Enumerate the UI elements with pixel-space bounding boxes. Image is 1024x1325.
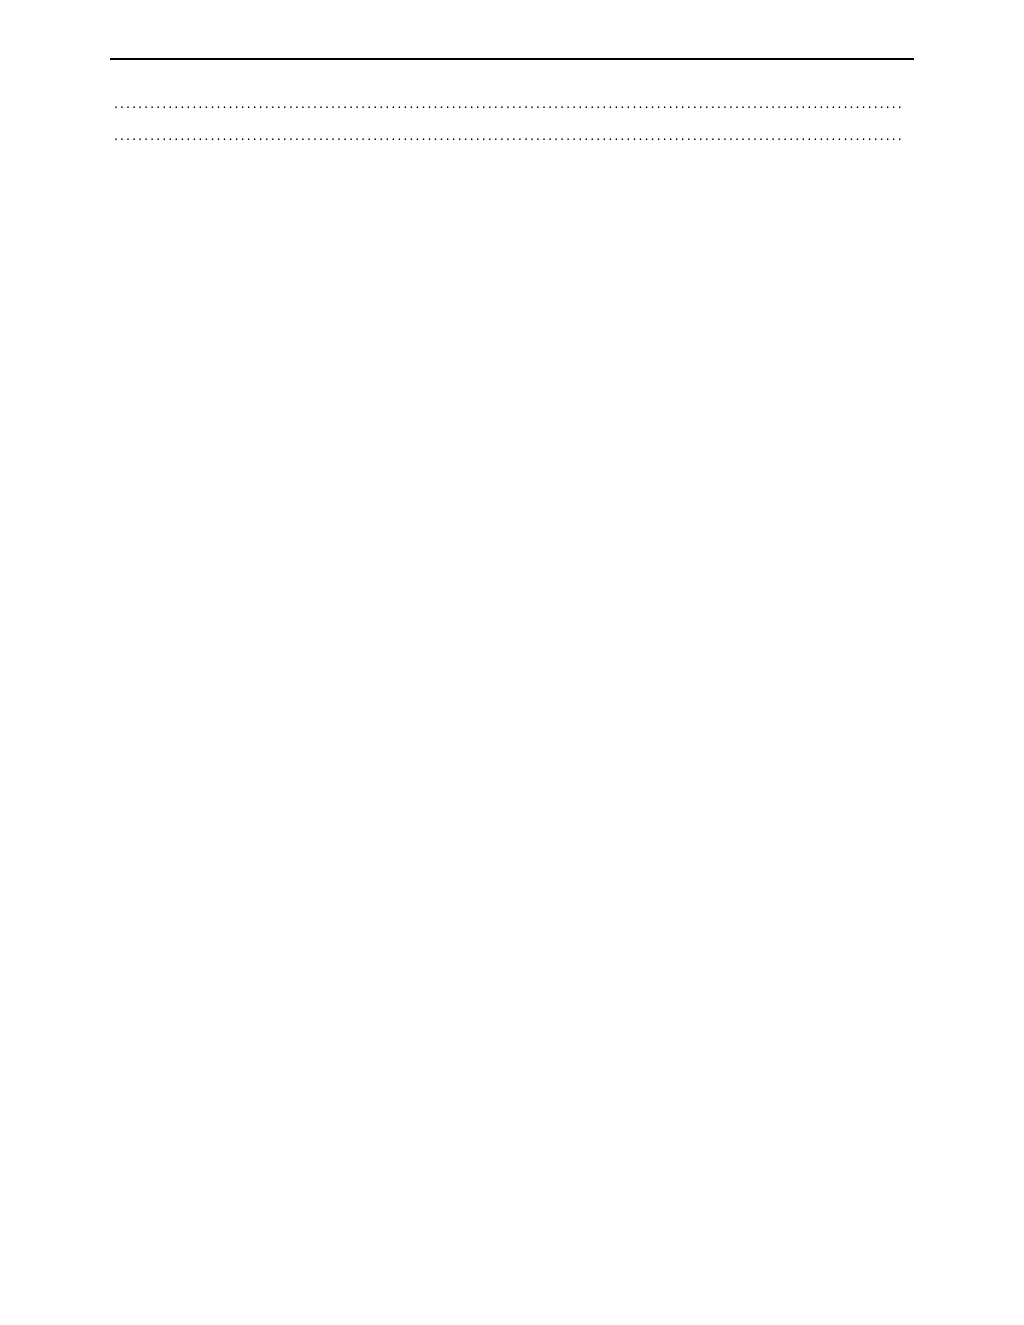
toc-dots xyxy=(114,133,904,148)
system-header-line2 xyxy=(110,133,914,148)
toc-row-poster xyxy=(110,100,914,115)
spacer xyxy=(110,115,914,133)
header-rule xyxy=(110,58,914,60)
toc-dots xyxy=(114,100,904,115)
page-container xyxy=(0,0,1024,191)
